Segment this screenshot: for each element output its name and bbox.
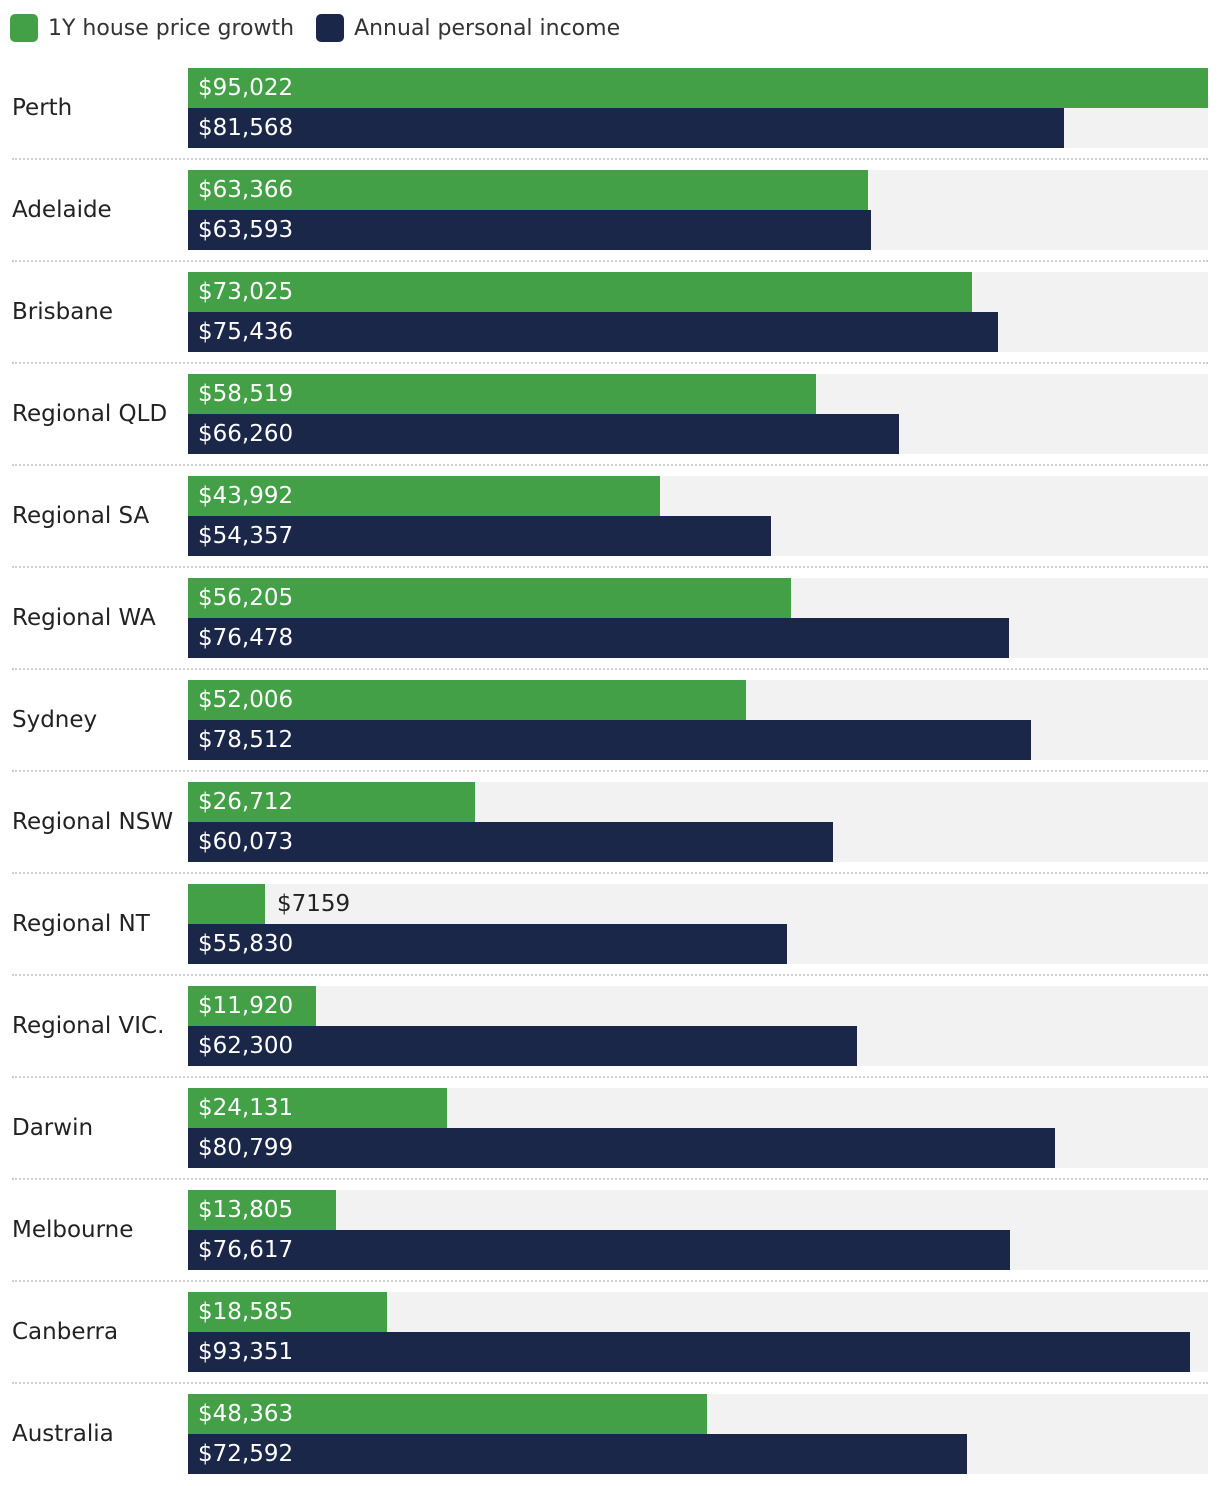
bar-income-regional-nsw[interactable] [188,822,833,862]
row-divider [12,260,1208,262]
data-label-income-canberra: $93,351 [198,1339,294,1365]
bar-growth-regional-nsw[interactable] [188,782,475,822]
bar-growth-regional-vic[interactable] [188,986,316,1026]
data-label-income-regional-nsw: $60,073 [198,829,294,855]
row-divider [12,770,1208,772]
row-divider [12,362,1208,364]
data-label-growth-regional-qld: $58,519 [198,381,294,407]
data-label-income-brisbane: $75,436 [198,319,294,345]
legend-swatch-growth [10,14,38,42]
bar-income-darwin[interactable] [188,1128,1055,1168]
bar-growth-regional-wa[interactable] [188,578,791,618]
category-label-regional-qld: Regional QLD [12,401,168,427]
data-label-growth-adelaide: $63,366 [198,177,294,203]
row-divider [12,1178,1208,1180]
bar-income-regional-nt[interactable] [188,924,787,964]
legend-swatch-income [316,14,345,42]
bar-growth-darwin[interactable] [188,1088,447,1128]
data-label-growth-regional-nt: $7159 [277,891,351,917]
bar-growth-regional-sa[interactable] [188,476,660,516]
bar-growth-adelaide[interactable] [188,170,868,210]
bar-income-sydney[interactable] [188,720,1031,760]
category-label-regional-sa: Regional SA [12,503,150,529]
bar-growth-perth[interactable] [188,68,1208,108]
data-label-growth-melbourne: $13,805 [198,1197,294,1223]
data-label-income-regional-vic: $62,300 [198,1033,294,1059]
category-label-regional-wa: Regional WA [12,605,156,631]
category-label-sydney: Sydney [12,707,98,733]
bar-income-regional-vic[interactable] [188,1026,857,1066]
data-label-growth-brisbane: $73,025 [198,279,294,305]
row-divider [12,158,1208,160]
data-label-income-sydney: $78,512 [198,727,294,753]
data-label-growth-regional-nsw: $26,712 [198,789,294,815]
data-label-income-melbourne: $76,617 [198,1237,294,1263]
data-label-growth-regional-vic: $11,920 [198,993,294,1019]
bar-growth-melbourne[interactable] [188,1190,336,1230]
bar-growth-regional-nt[interactable] [188,884,265,924]
data-label-income-perth: $81,568 [198,115,294,141]
bar-income-regional-qld[interactable] [188,414,899,454]
category-label-brisbane: Brisbane [12,299,114,325]
data-label-growth-canberra: $18,585 [198,1299,294,1325]
row-divider [12,1382,1208,1384]
data-label-growth-darwin: $24,131 [198,1095,294,1121]
row-divider [12,1076,1208,1078]
category-label-darwin: Darwin [12,1115,94,1141]
data-label-income-adelaide: $63,593 [198,217,294,243]
legend-label-income: Annual personal income [354,15,621,41]
data-label-income-regional-wa: $76,478 [198,625,294,651]
category-label-regional-vic: Regional VIC. [12,1013,165,1039]
bar-growth-sydney[interactable] [188,680,746,720]
bar-income-adelaide[interactable] [188,210,871,250]
row-divider [12,1280,1208,1282]
category-label-regional-nsw: Regional NSW [12,809,174,835]
bar-growth-australia[interactable] [188,1394,707,1434]
data-label-growth-sydney: $52,006 [198,687,294,713]
data-label-income-regional-nt: $55,830 [198,931,294,957]
category-label-australia: Australia [12,1421,114,1447]
row-divider [12,872,1208,874]
legend-item-growth[interactable]: 1Y house price growth [10,14,294,42]
bar-income-australia[interactable] [188,1434,967,1474]
bar-income-melbourne[interactable] [188,1230,1010,1270]
data-label-growth-australia: $48,363 [198,1401,294,1427]
data-label-growth-perth: $95,022 [198,75,294,101]
legend-item-income[interactable]: Annual personal income [316,14,620,42]
category-label-canberra: Canberra [12,1319,119,1345]
data-label-growth-regional-sa: $43,992 [198,483,294,509]
row-divider [12,464,1208,466]
bar-income-regional-wa[interactable] [188,618,1009,658]
data-label-income-regional-sa: $54,357 [198,523,294,549]
row-divider [12,668,1208,670]
bar-growth-brisbane[interactable] [188,272,972,312]
bar-growth-canberra[interactable] [188,1292,387,1332]
bar-income-canberra[interactable] [188,1332,1190,1372]
data-label-income-darwin: $80,799 [198,1135,294,1161]
category-label-regional-nt: Regional NT [12,911,150,937]
category-label-melbourne: Melbourne [12,1217,134,1243]
bar-growth-regional-qld[interactable] [188,374,816,414]
category-label-perth: Perth [12,95,73,121]
bar-income-regional-sa[interactable] [188,516,771,556]
legend-label-growth: 1Y house price growth [48,15,295,41]
bar-income-brisbane[interactable] [188,312,998,352]
bar-income-perth[interactable] [188,108,1064,148]
row-divider [12,974,1208,976]
data-label-growth-regional-wa: $56,205 [198,585,294,611]
data-label-income-australia: $72,592 [198,1441,294,1467]
category-label-adelaide: Adelaide [12,197,112,223]
legend: 1Y house price growth Annual personal in… [10,12,642,44]
data-label-income-regional-qld: $66,260 [198,421,294,447]
row-divider [12,566,1208,568]
